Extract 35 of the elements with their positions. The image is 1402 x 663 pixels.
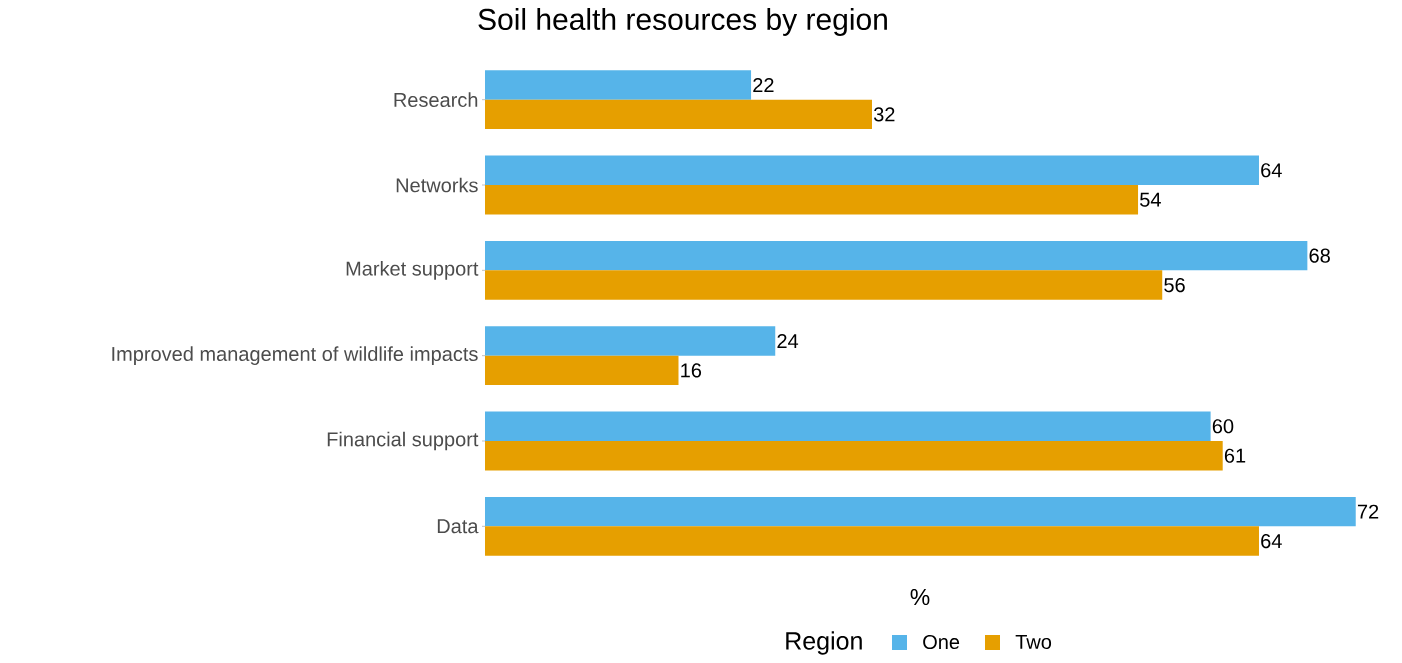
bar bbox=[485, 185, 1139, 215]
data-label: 22 bbox=[753, 77, 774, 92]
y-tick-label: Improved management of wildlife impacts bbox=[112, 346, 478, 365]
bar bbox=[485, 526, 1259, 556]
legend-label: One bbox=[923, 634, 960, 650]
data-label: 72 bbox=[1357, 504, 1379, 519]
data-label: 24 bbox=[777, 333, 799, 348]
data-label: 56 bbox=[1164, 277, 1185, 293]
legend-title: Region bbox=[786, 631, 862, 655]
legend-label: Two bbox=[1015, 635, 1052, 649]
y-tick-label: Market support bbox=[346, 261, 479, 280]
bar bbox=[485, 496, 1356, 527]
data-label: 64 bbox=[1261, 533, 1282, 549]
bar bbox=[485, 70, 752, 100]
bar bbox=[485, 355, 679, 386]
y-tick-label: Research bbox=[394, 92, 478, 108]
y-tick-label: Data bbox=[437, 519, 479, 534]
y-tick-label: Networks bbox=[396, 177, 478, 193]
bar bbox=[485, 270, 1163, 300]
data-label: 32 bbox=[873, 107, 895, 122]
data-label: 60 bbox=[1212, 419, 1234, 434]
data-label: 68 bbox=[1309, 248, 1330, 263]
bar bbox=[485, 99, 872, 130]
data-label: 61 bbox=[1224, 448, 1246, 463]
bar bbox=[485, 155, 1259, 186]
data-label: 64 bbox=[1261, 163, 1282, 178]
x-axis-title: % bbox=[910, 588, 930, 606]
bar bbox=[485, 441, 1223, 471]
y-tick-label: Financial support bbox=[327, 431, 479, 451]
data-label: 16 bbox=[681, 363, 702, 378]
chart-title: Soil health resources by region bbox=[478, 8, 887, 36]
data-label: 54 bbox=[1140, 192, 1161, 207]
bar bbox=[485, 240, 1308, 271]
bar bbox=[485, 326, 776, 356]
bar bbox=[485, 411, 1211, 441]
